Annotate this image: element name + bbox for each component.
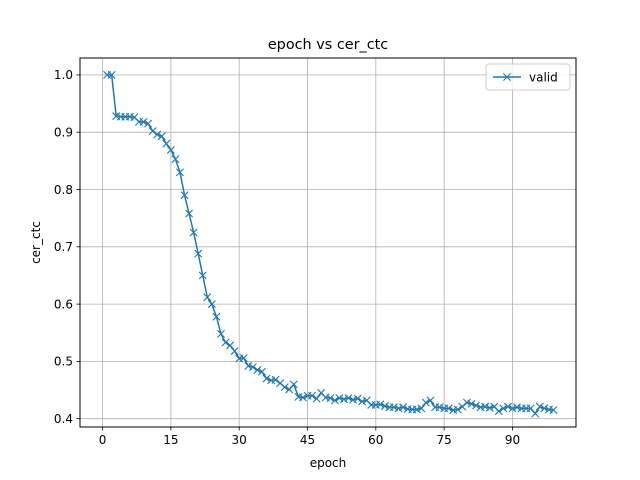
data-point [426,396,435,405]
data-point [549,406,558,415]
data-point [535,402,544,411]
legend-label: valid [529,70,558,84]
data-point [462,398,471,407]
data-point [312,394,321,403]
data-point [376,400,385,409]
x-tick-label: 60 [368,433,383,447]
y-tick-label: 0.4 [54,412,73,426]
data-point [335,394,344,403]
data-point [207,300,216,309]
data-point [203,293,212,302]
data-point [185,209,194,218]
data-point [221,338,230,347]
data-point [472,401,481,410]
data-point [339,395,348,404]
grid [80,58,576,427]
data-point [271,375,280,384]
data-point [248,363,257,372]
data-point [148,127,157,136]
data-point [166,145,175,154]
data-point [153,130,162,139]
data-point [344,394,353,403]
x-tick-label: 0 [99,433,107,447]
data-point [226,341,235,350]
data-point [230,347,239,356]
data-point [212,312,221,321]
data-point [417,404,426,413]
y-tick-label: 1.0 [54,68,73,82]
legend-box [485,63,571,91]
data-point [358,397,367,406]
data-point [390,403,399,412]
data-point [280,383,289,392]
data-point [175,168,184,177]
data-point [198,271,207,280]
x-axis-label: epoch [310,456,347,470]
plot-frame [79,57,577,428]
data-point [144,119,153,128]
data-point [107,70,116,79]
data-point [289,380,298,389]
data-point [503,402,512,411]
series [103,70,558,418]
data-point [194,249,203,258]
data-point [513,403,522,412]
data-point [239,353,248,362]
data-point [244,361,253,370]
y-axis-label: cer_ctc [29,221,43,264]
data-point [180,191,189,200]
data-point [216,329,225,338]
legend: valid [485,63,571,91]
data-point [444,404,453,413]
data-point [253,365,262,374]
data-point [171,155,180,164]
data-point [508,404,517,413]
y-tick-label: 0.8 [54,183,73,197]
data-point [353,394,362,403]
data-point [298,393,307,402]
data-point [485,403,494,412]
data-point [262,374,271,383]
y-tick-label: 0.5 [54,355,73,369]
data-point [139,117,148,126]
legend-marker [503,73,511,81]
series-line-valid [107,74,554,415]
y-tick-label: 0.9 [54,126,73,140]
data-point [162,139,171,148]
data-point [157,132,166,141]
y-tick-label: 0.6 [54,297,73,311]
x-tick-label: 75 [437,433,452,447]
data-point [326,394,335,403]
data-point [349,395,358,404]
data-point [380,402,389,411]
data-point [499,404,508,413]
y-tick-label: 0.7 [54,240,73,254]
x-tick-label: 45 [300,433,315,447]
data-point [257,367,266,376]
data-point [421,398,430,407]
data-point [453,405,462,414]
data-point [481,402,490,411]
data-point [435,403,444,412]
data-point [531,409,540,418]
data-point [330,396,339,405]
data-point [494,407,503,416]
chart-title: epoch vs cer_ctc [268,37,388,53]
data-point [308,391,317,400]
data-point [394,404,403,413]
data-point [189,228,198,237]
data-point [412,405,421,414]
data-point [399,403,408,412]
x-tick-label: 90 [505,433,520,447]
ticks: 0 15 30 45 60 75 90 0.4 0.5 0.6 0.7 0.8 0.9 1.0 [54,68,520,447]
data-point [540,404,549,413]
x-tick-label: 15 [163,433,178,447]
x-tick-label: 30 [232,433,247,447]
data-point [467,399,476,408]
